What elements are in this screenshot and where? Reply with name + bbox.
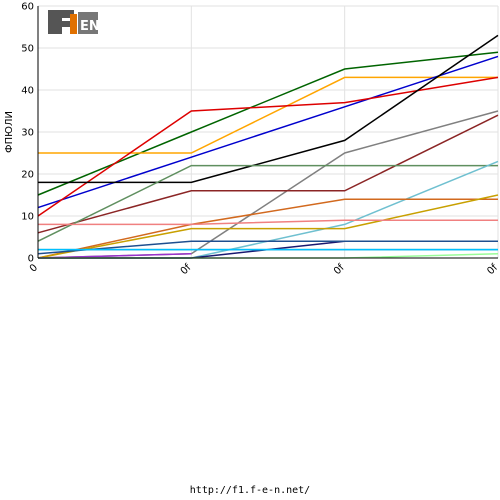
x-tick-label: 0f bbox=[179, 262, 194, 277]
logo-en-block bbox=[78, 12, 98, 34]
y-tick-label: 30 bbox=[21, 128, 34, 139]
y-axis-title: ФПЮЛИ bbox=[4, 111, 15, 153]
series-line-5 bbox=[38, 34, 499, 184]
y-tick-label: 20 bbox=[21, 170, 34, 181]
axes: 0 10 20 30 40 50 60 0 0f 0f 0f ФПЮЛИ bbox=[4, 2, 500, 278]
y-tick-label: 40 bbox=[21, 86, 34, 97]
series-line-2 bbox=[38, 76, 498, 154]
series-line-10 bbox=[37, 198, 498, 259]
y-tick-label: 60 bbox=[21, 2, 34, 13]
y-tick-label: 0 bbox=[28, 254, 34, 265]
logo-f-mid bbox=[62, 21, 71, 27]
series-line-4 bbox=[37, 76, 499, 217]
series-line-7 bbox=[37, 114, 499, 234]
logo-f-block bbox=[48, 10, 62, 34]
logo-one-stroke bbox=[70, 14, 77, 34]
series-line-14 bbox=[37, 240, 498, 255]
series-line-8 bbox=[37, 164, 498, 242]
logo-f-top bbox=[62, 10, 74, 18]
series-group bbox=[37, 34, 499, 259]
y-tick-label: 50 bbox=[21, 44, 34, 55]
series-line-12 bbox=[38, 219, 498, 226]
x-tick-label: 0f bbox=[332, 262, 347, 277]
footer-url[interactable]: http://f1.f-e-n.net/ bbox=[189, 485, 311, 496]
logo-en-letters: EN bbox=[80, 19, 100, 34]
series-line-11 bbox=[37, 194, 499, 259]
x-tick-label: 0 bbox=[28, 262, 40, 274]
x-tick-label: 0f bbox=[485, 262, 500, 277]
y-tick-label: 10 bbox=[21, 212, 34, 223]
grid bbox=[38, 5, 499, 259]
f1en-logo: EN bbox=[48, 10, 100, 34]
